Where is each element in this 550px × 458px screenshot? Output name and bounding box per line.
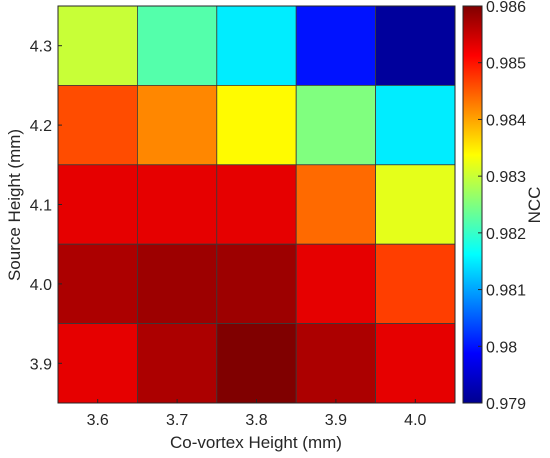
heatmap-cell [136,243,218,324]
x-tick-label: 3.9 [325,412,347,429]
heatmap-cell [216,5,297,86]
heatmap-cell [57,5,138,86]
colorbar-tick-label: 0.982 [486,226,526,243]
colorbar-tick-label: 0.984 [486,112,526,129]
x-tick-label: 4.0 [404,412,426,429]
heatmap-cells [57,5,456,404]
heatmap-cell [375,164,456,245]
heatmap-cell [136,164,218,245]
heatmap-cell [57,164,138,245]
heatmap-cell [57,85,138,166]
heatmap-cell [375,85,456,166]
heatmap-cell [57,243,138,324]
colorbar-tick-label: 0.979 [486,396,526,413]
colorbar-tick-label: 0.98 [486,339,517,356]
y-tick-label: 4.3 [30,39,52,56]
heatmap-cell [375,243,456,324]
colorbar-tick-label: 0.985 [486,56,526,73]
x-tick-label: 3.6 [87,412,109,429]
heatmap-cell [216,243,297,324]
colorbar-tick-label: 0.986 [486,0,526,16]
heatmap-cell [216,85,297,166]
colorbar-tick-label: 0.981 [486,283,526,300]
heatmap-cell [136,5,218,86]
y-axis-ticks: 4.3 4.2 4.1 4.0 3.9 [30,39,62,373]
colorbar-ticks: 0.979 0.98 0.981 0.982 0.983 0.984 0.985 0.986 [478,0,526,413]
y-tick-label: 4.2 [30,118,52,135]
y-tick-label: 4.1 [30,198,52,215]
colorbar-label: NCC [525,187,544,224]
x-axis-label: Co-vortex Height (mm) [170,433,342,452]
heatmap-cell [216,323,297,404]
y-axis-label: Source Height (mm) [5,129,24,281]
colorbar-tick-label: 0.983 [486,169,526,186]
x-tick-label: 3.7 [166,412,188,429]
y-tick-label: 4.0 [30,277,52,294]
heatmap-cell [375,5,456,86]
heatmap-cell [295,243,377,324]
x-tick-label: 3.8 [245,412,267,429]
heatmap-cell [136,323,218,404]
heatmap-cell [295,85,377,166]
heatmap-cell [216,164,297,245]
colorbar [462,5,483,404]
heatmap-cell [295,5,377,86]
heatmap-cell [295,323,377,404]
y-tick-label: 3.9 [30,356,52,373]
x-axis-ticks: 3.6 3.7 3.8 3.9 4.0 [87,399,427,429]
heatmap-cell [295,164,377,245]
heatmap-cell [375,323,456,404]
heatmap-cell [136,85,218,166]
heatmap-cell [57,323,138,404]
